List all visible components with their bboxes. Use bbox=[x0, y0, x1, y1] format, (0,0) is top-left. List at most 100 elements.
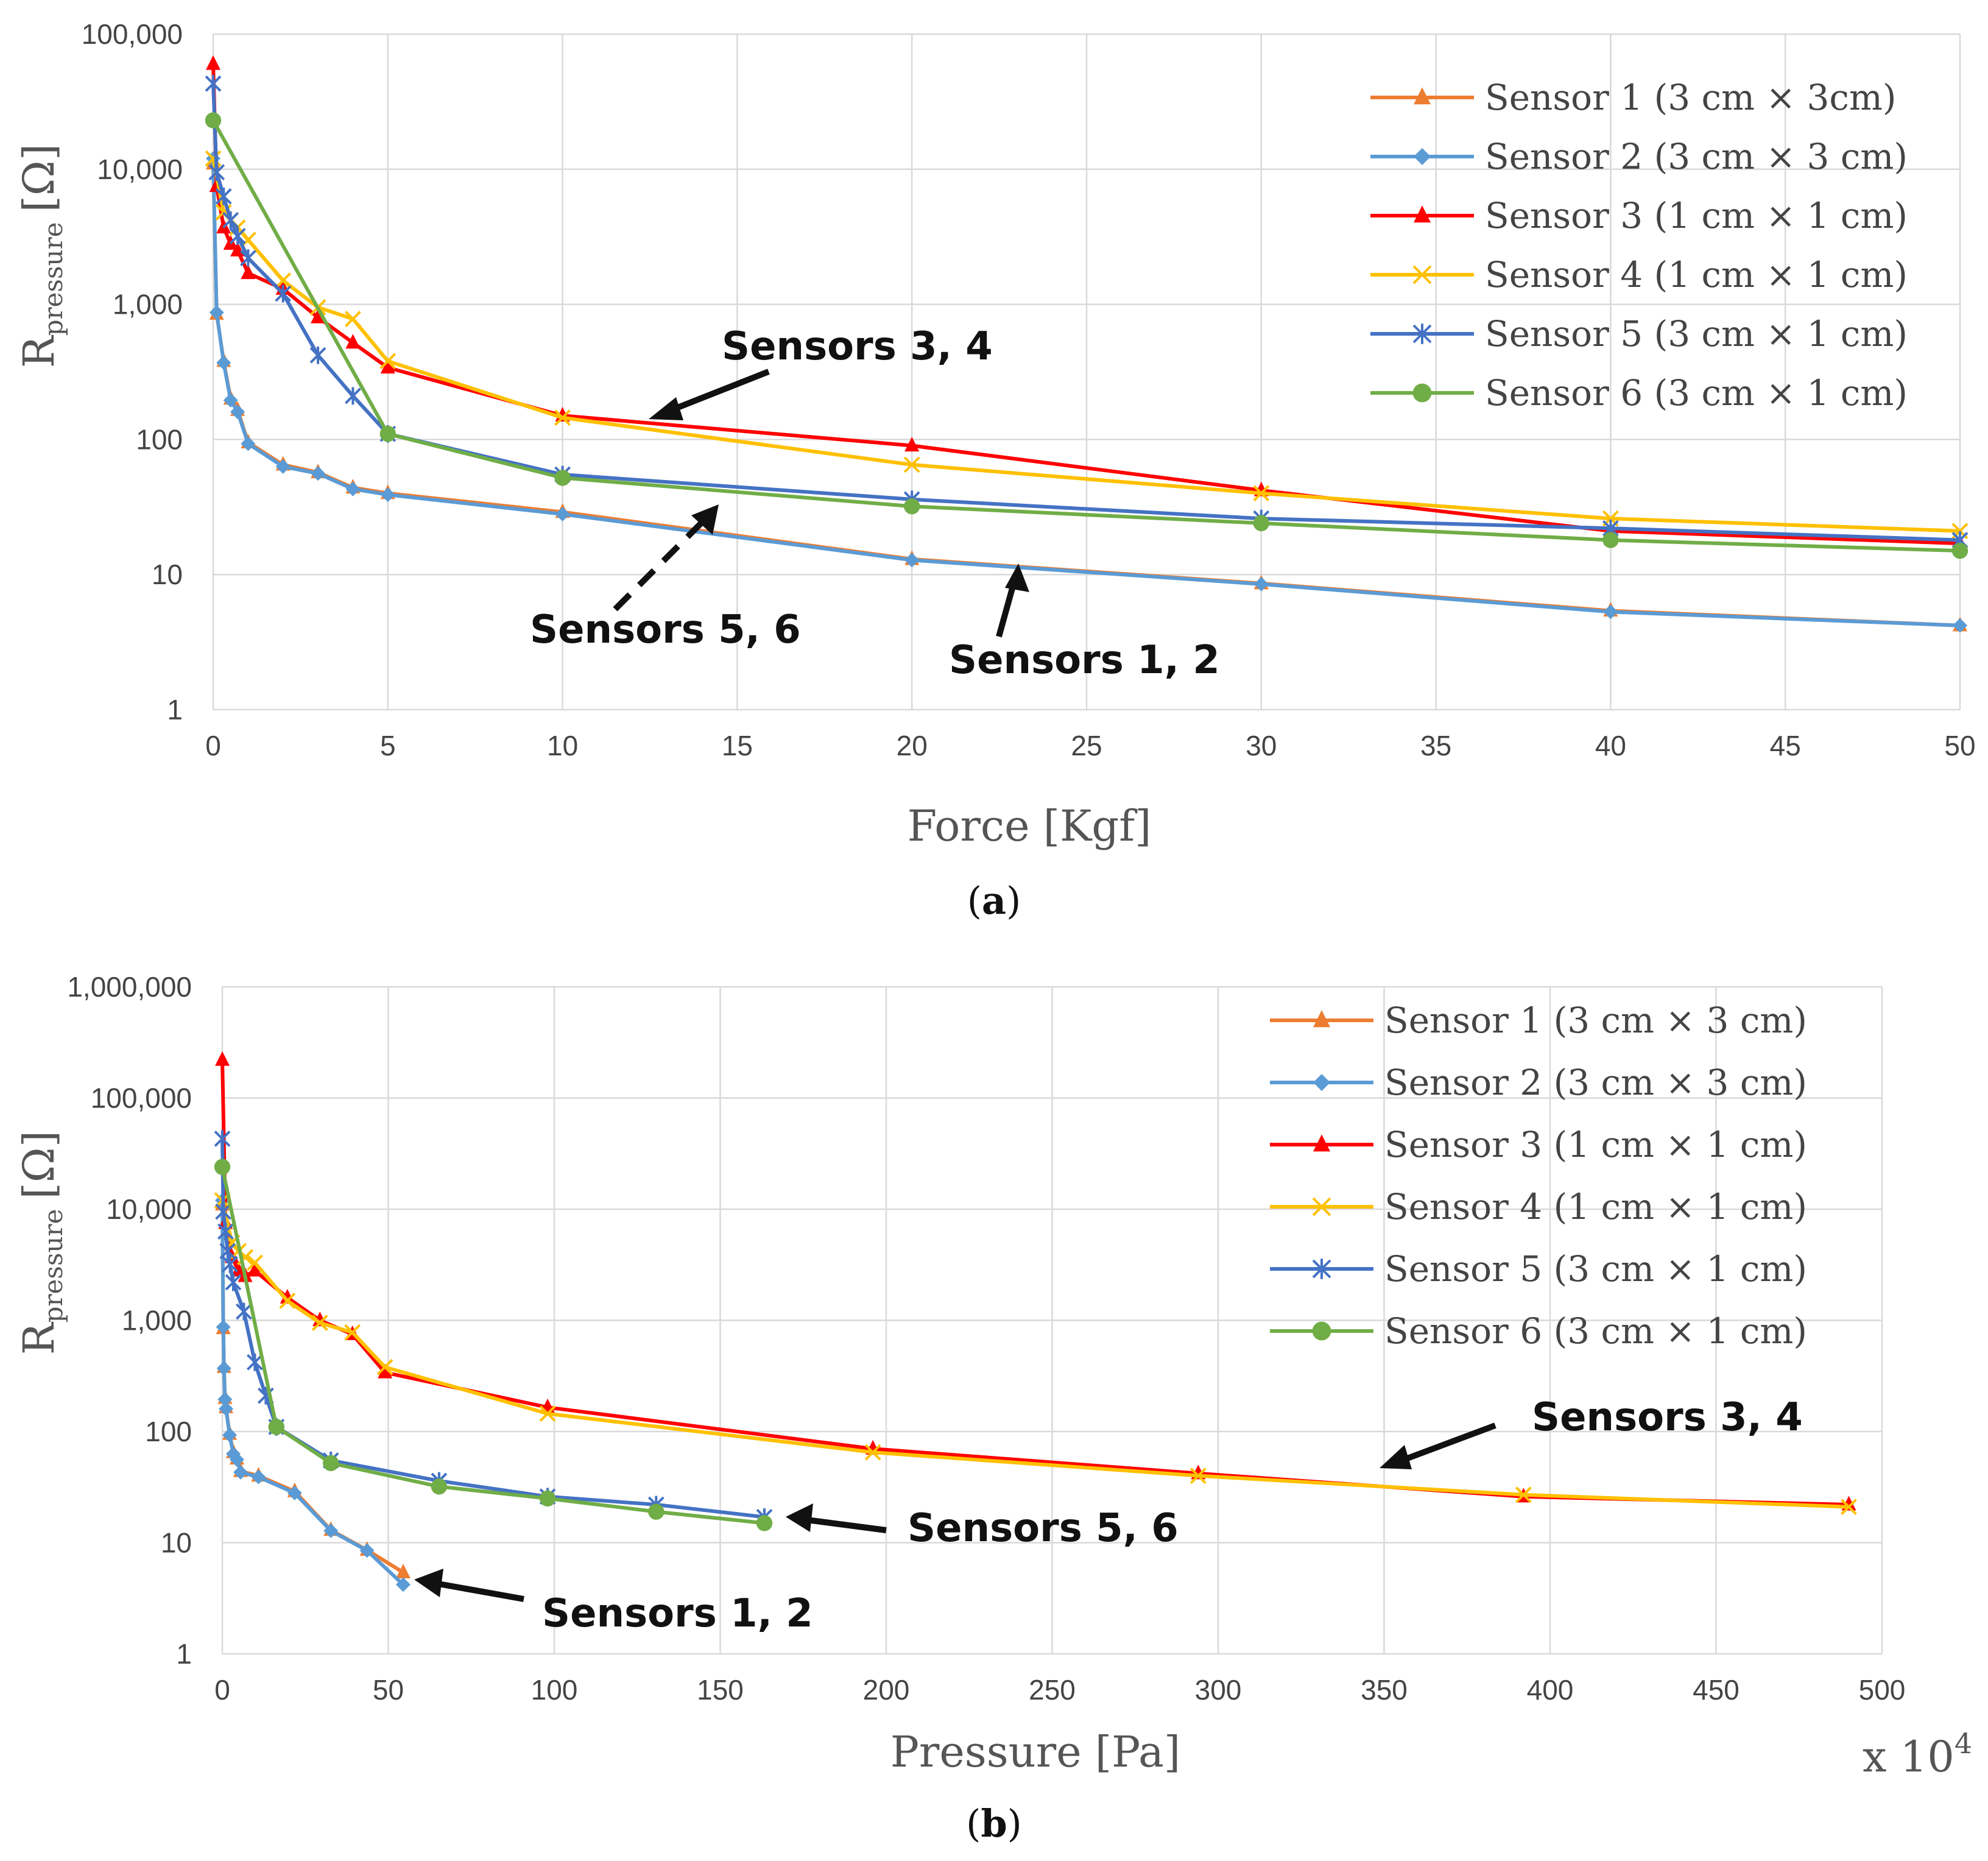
x-tick-label: 10 bbox=[547, 730, 578, 761]
series-6 bbox=[214, 1159, 773, 1531]
data-point bbox=[246, 1254, 263, 1271]
caption-b-letter: b bbox=[981, 1801, 1007, 1846]
data-point bbox=[379, 353, 397, 370]
data-point bbox=[359, 1543, 375, 1558]
data-point bbox=[431, 1478, 448, 1495]
data-point bbox=[229, 227, 246, 245]
data-point bbox=[345, 387, 361, 405]
data-point bbox=[280, 1288, 295, 1304]
x-tick-label: 300 bbox=[1195, 1674, 1242, 1706]
data-point bbox=[219, 1242, 236, 1260]
data-point bbox=[1603, 604, 1618, 620]
data-point bbox=[216, 1319, 231, 1335]
x-tick-label: 250 bbox=[1029, 1674, 1076, 1706]
data-point bbox=[225, 1273, 242, 1291]
legend: Sensor 1 (3 cm × 3cm) Sensor 2 (3 cm × 3 … bbox=[1370, 77, 1908, 414]
legend-item: Sensor 4 (1 cm × 1 cm) bbox=[1270, 1186, 1807, 1227]
data-point bbox=[239, 249, 256, 267]
data-point bbox=[1414, 148, 1431, 165]
x-tick-label: 100 bbox=[531, 1674, 578, 1706]
data-point bbox=[864, 1444, 881, 1461]
annotation-sensors-5-6: Sensors 5, 6 bbox=[530, 504, 801, 652]
svg-text:Sensors 1, 2: Sensors 1, 2 bbox=[949, 638, 1220, 683]
x-tick-label: 500 bbox=[1859, 1674, 1906, 1706]
data-point bbox=[229, 1452, 244, 1467]
x-axis-multiplier-exponent: 4 bbox=[1955, 1727, 1972, 1760]
annotation-sensors-1-2: Sensors 1, 2 bbox=[949, 563, 1220, 683]
y-axis-title-main: R bbox=[14, 1321, 64, 1355]
data-point bbox=[1951, 542, 1969, 559]
y-axis-title-unit: [Ω] bbox=[14, 1131, 64, 1199]
y-tick-label: 100 bbox=[145, 1416, 192, 1447]
data-point bbox=[218, 1401, 233, 1416]
x-tick-labels: 0 5 10 15 20 25 30 35 40 45 50 bbox=[205, 730, 1975, 761]
legend-label: Sensor 5 (3 cm × 1 cm) bbox=[1485, 313, 1908, 355]
annotation-sensors-5-6: Sensors 5, 6 bbox=[786, 1503, 1179, 1551]
data-point bbox=[554, 409, 571, 426]
series-group bbox=[214, 1051, 1857, 1592]
data-point bbox=[1602, 532, 1619, 548]
x-tick-labels: 0 50 100 150 200 250 300 350 400 450 500 bbox=[214, 1674, 1905, 1706]
y-tick-labels: 1 10 100 1,000 10,000 100,000 1,000,000 bbox=[67, 971, 192, 1670]
y-tick-label: 1 bbox=[176, 1638, 192, 1670]
data-point bbox=[1412, 383, 1432, 403]
y-axis-title: Rpressure [Ω] bbox=[14, 144, 68, 368]
y-axis-title-unit: [Ω] bbox=[14, 144, 64, 213]
data-point bbox=[1312, 1259, 1331, 1279]
x-tick-label: 20 bbox=[897, 730, 928, 761]
data-point bbox=[1412, 323, 1432, 344]
y-tick-label: 10 bbox=[161, 1527, 192, 1559]
annotation-arrowhead bbox=[691, 504, 719, 535]
data-point bbox=[1253, 576, 1269, 591]
data-point bbox=[1414, 205, 1431, 223]
y-axis-title: Rpressure [Ω] bbox=[14, 1131, 68, 1355]
legend-item: Sensor 6 (3 cm × 1 cm) bbox=[1270, 1310, 1807, 1352]
data-point bbox=[648, 1503, 664, 1520]
annotation-arrowhead bbox=[1005, 563, 1029, 592]
legend-label: Sensor 5 (3 cm × 1 cm) bbox=[1384, 1248, 1807, 1290]
chart-panel-a: 1 10 100 1,000 10,000 100,000 0 5 10 15 20 25 30 35 4… bbox=[14, 18, 1976, 923]
x-tick-label: 5 bbox=[380, 730, 396, 761]
data-point bbox=[230, 404, 245, 420]
legend-item: Sensor 2 (3 cm × 3 cm) bbox=[1270, 1062, 1807, 1103]
y-tick-labels: 1 10 100 1,000 10,000 100,000 bbox=[82, 18, 183, 726]
svg-text:Rpressure[Ω]: Rpressure [Ω] bbox=[14, 144, 68, 368]
annotation-arrow bbox=[438, 1581, 524, 1602]
legend-label: Sensor 2 (3 cm × 3 cm) bbox=[1485, 136, 1908, 177]
data-point bbox=[1515, 1486, 1532, 1503]
data-point bbox=[1841, 1499, 1857, 1516]
x-tick-label: 350 bbox=[1361, 1674, 1408, 1706]
annotation-arrowhead bbox=[786, 1503, 813, 1532]
data-point bbox=[345, 334, 361, 349]
svg-text:Sensors 3, 4: Sensors 3, 4 bbox=[1532, 1395, 1803, 1440]
legend-label: Sensor 1 (3 cm × 3cm) bbox=[1485, 77, 1897, 118]
data-point bbox=[222, 1427, 237, 1443]
x-tick-label: 15 bbox=[722, 730, 753, 761]
data-point bbox=[215, 1202, 232, 1221]
annotation-sensors-1-2: Sensors 1, 2 bbox=[414, 1569, 813, 1636]
data-point bbox=[323, 1523, 339, 1538]
data-point bbox=[1412, 265, 1432, 284]
data-point bbox=[1312, 1197, 1331, 1217]
data-point bbox=[1312, 1321, 1331, 1341]
legend-item: Sensor 2 (3 cm × 3 cm) bbox=[1370, 136, 1908, 177]
data-point bbox=[217, 1223, 234, 1241]
data-point bbox=[216, 1361, 231, 1376]
data-point bbox=[311, 1315, 328, 1331]
data-point bbox=[904, 498, 920, 515]
data-point bbox=[215, 187, 232, 205]
grid bbox=[212, 33, 1961, 711]
y-tick-label: 10,000 bbox=[97, 154, 183, 185]
data-point bbox=[1953, 618, 1967, 633]
legend-label: Sensor 3 (1 cm × 1 cm) bbox=[1485, 195, 1908, 236]
data-point bbox=[1313, 1010, 1330, 1028]
data-point bbox=[396, 1563, 411, 1578]
svg-text:Sensors 3, 4: Sensors 3, 4 bbox=[722, 324, 993, 369]
data-point bbox=[268, 1419, 285, 1435]
legend: Sensor 1 (3 cm × 3 cm) Sensor 2 (3 cm × 3… bbox=[1270, 1000, 1807, 1352]
annotation-arrow bbox=[806, 1517, 887, 1533]
data-point bbox=[311, 466, 326, 481]
y-tick-label: 100,000 bbox=[82, 18, 183, 50]
data-point bbox=[233, 1464, 248, 1480]
